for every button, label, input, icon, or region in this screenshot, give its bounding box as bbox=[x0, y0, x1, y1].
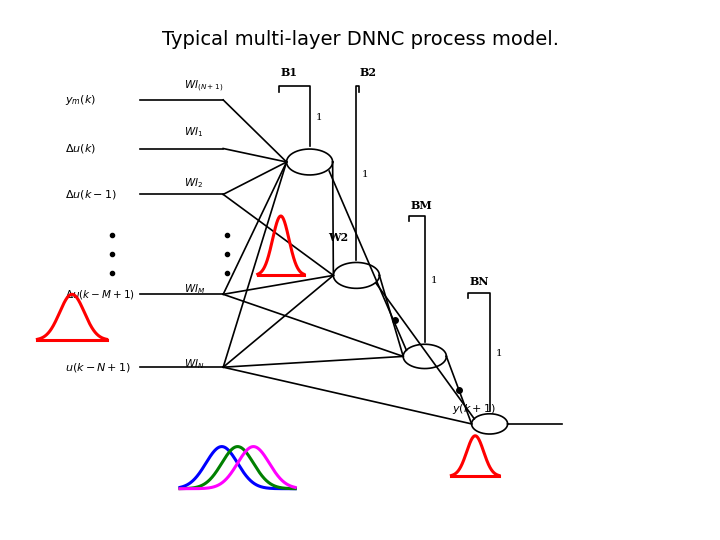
Text: $WI_N$: $WI_N$ bbox=[184, 357, 204, 372]
Text: $y_m(k)$: $y_m(k)$ bbox=[65, 93, 96, 107]
Text: 1: 1 bbox=[315, 113, 322, 122]
Text: W2: W2 bbox=[328, 232, 348, 243]
Text: BN: BN bbox=[469, 276, 489, 287]
Text: Typical multi-layer DNNC process model.: Typical multi-layer DNNC process model. bbox=[161, 30, 559, 49]
Text: $\Delta u(k-1)$: $\Delta u(k-1)$ bbox=[65, 188, 117, 201]
Text: 1: 1 bbox=[362, 170, 369, 179]
Text: $WI_M$: $WI_M$ bbox=[184, 282, 205, 296]
Text: B2: B2 bbox=[360, 68, 377, 78]
Text: BM: BM bbox=[410, 200, 432, 211]
Text: 1: 1 bbox=[495, 349, 502, 357]
Text: $WI_1$: $WI_1$ bbox=[184, 125, 203, 139]
Text: 1: 1 bbox=[431, 275, 437, 285]
Text: $\Delta u(k-M+1)$: $\Delta u(k-M+1)$ bbox=[65, 288, 135, 301]
Text: $WI_2$: $WI_2$ bbox=[184, 177, 203, 191]
Text: $u(k-N+1)$: $u(k-N+1)$ bbox=[65, 361, 131, 374]
Text: $\Delta u(k)$: $\Delta u(k)$ bbox=[65, 142, 96, 155]
Text: $y(k+1)$: $y(k+1)$ bbox=[452, 402, 495, 416]
Text: $WI_{(N+1)}$: $WI_{(N+1)}$ bbox=[184, 79, 223, 94]
Text: B1: B1 bbox=[281, 68, 298, 78]
